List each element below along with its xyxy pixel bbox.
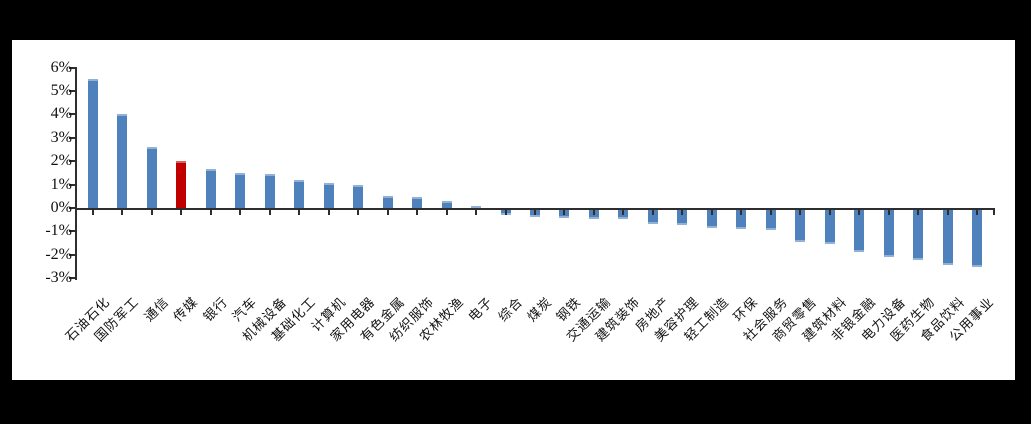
x-axis-category-label: 通信 [141,294,172,325]
x-axis-tick [209,210,212,215]
bar [88,79,98,208]
y-axis-label: 5% [50,82,72,99]
bar-highlighted [176,161,187,208]
x-axis-tick [150,210,153,215]
x-axis-tick [740,210,743,215]
bar [854,210,865,252]
bar [471,206,482,208]
x-axis-tick [651,210,654,215]
x-axis-tick [92,210,94,215]
bar [323,183,334,208]
y-axis-tick [69,90,77,92]
bar [441,201,452,208]
bar [647,210,658,224]
x-axis-tick [357,210,360,215]
x-axis-line [77,208,995,210]
x-axis-category-label: 传媒 [170,294,202,325]
bar [972,210,982,267]
y-axis-label: 0% [50,199,72,216]
x-axis-category-label: 煤炭 [524,294,555,325]
x-axis-tick [828,210,831,215]
y-axis-label: 4% [50,105,72,123]
bar [353,185,364,208]
bar [883,210,894,257]
x-axis-tick [534,210,536,215]
x-axis-tick [327,210,330,215]
y-axis-line [75,67,77,281]
bar [117,114,128,208]
x-axis-tick [976,210,978,215]
y-axis-tick [69,113,77,116]
x-axis-end-tick [993,210,995,215]
bar [294,180,305,208]
bar [146,147,157,208]
bar [942,210,953,265]
y-axis-tick [69,160,77,163]
y-axis-label: -2% [45,245,72,263]
y-axis-label: 1% [50,175,72,193]
y-axis-label: 2% [50,152,72,170]
x-axis-tick [386,210,389,215]
bar [235,173,246,208]
x-axis-tick [681,210,684,215]
y-axis-tick [69,66,77,69]
bar [736,210,747,229]
bar [795,210,806,242]
bar [913,210,924,260]
bar [824,210,835,244]
bar [677,210,688,225]
x-axis-tick [416,210,419,215]
bar [205,169,216,208]
bar [412,197,423,208]
x-axis-tick [445,210,448,215]
x-axis-category-label: 银行 [200,294,231,325]
y-axis-tick [69,183,77,186]
x-axis-tick [622,210,625,215]
x-axis-tick [710,210,713,215]
x-axis-tick [504,210,507,215]
bar-chart: 6% 5% 4% 3% 2% 1% 0% -1% -2% -3% 石油石化 国防军工 通信 传媒 银行 汽车机… [12,40,1015,380]
x-axis-tick [121,210,124,215]
y-axis-label: -3% [45,269,72,287]
x-axis-tick [769,210,772,215]
bar [264,174,275,208]
bar [706,210,717,228]
x-axis-tick [917,210,920,215]
y-axis-tick [69,207,77,209]
y-axis-label: 3% [50,128,72,146]
x-axis-tick [180,210,183,215]
y-axis-label: 6% [50,58,72,76]
chart-panel: 6% 5% 4% 3% 2% 1% 0% -1% -2% -3% 石油石化 国防军工 通信 传媒 银行 汽车机… [12,40,1015,380]
y-axis-tick [69,230,77,233]
x-axis-tick [858,210,861,215]
x-axis-tick [592,210,595,215]
x-axis-tick [799,210,802,215]
bar [382,196,393,208]
bar [765,210,776,230]
y-axis-tick [69,277,77,280]
x-axis-tick [563,210,566,215]
y-axis-tick [69,136,77,139]
x-axis-category-label: 电子 [465,294,496,325]
x-axis-tick [298,210,301,215]
x-axis-tick [239,210,242,215]
x-axis-category-label: 综合 [494,294,526,325]
x-axis-tick [475,210,478,215]
x-axis-tick [887,210,890,215]
x-axis-tick [268,210,271,215]
y-axis-label: -1% [45,222,72,240]
y-axis-tick [69,253,77,256]
x-axis-tick [946,210,949,215]
